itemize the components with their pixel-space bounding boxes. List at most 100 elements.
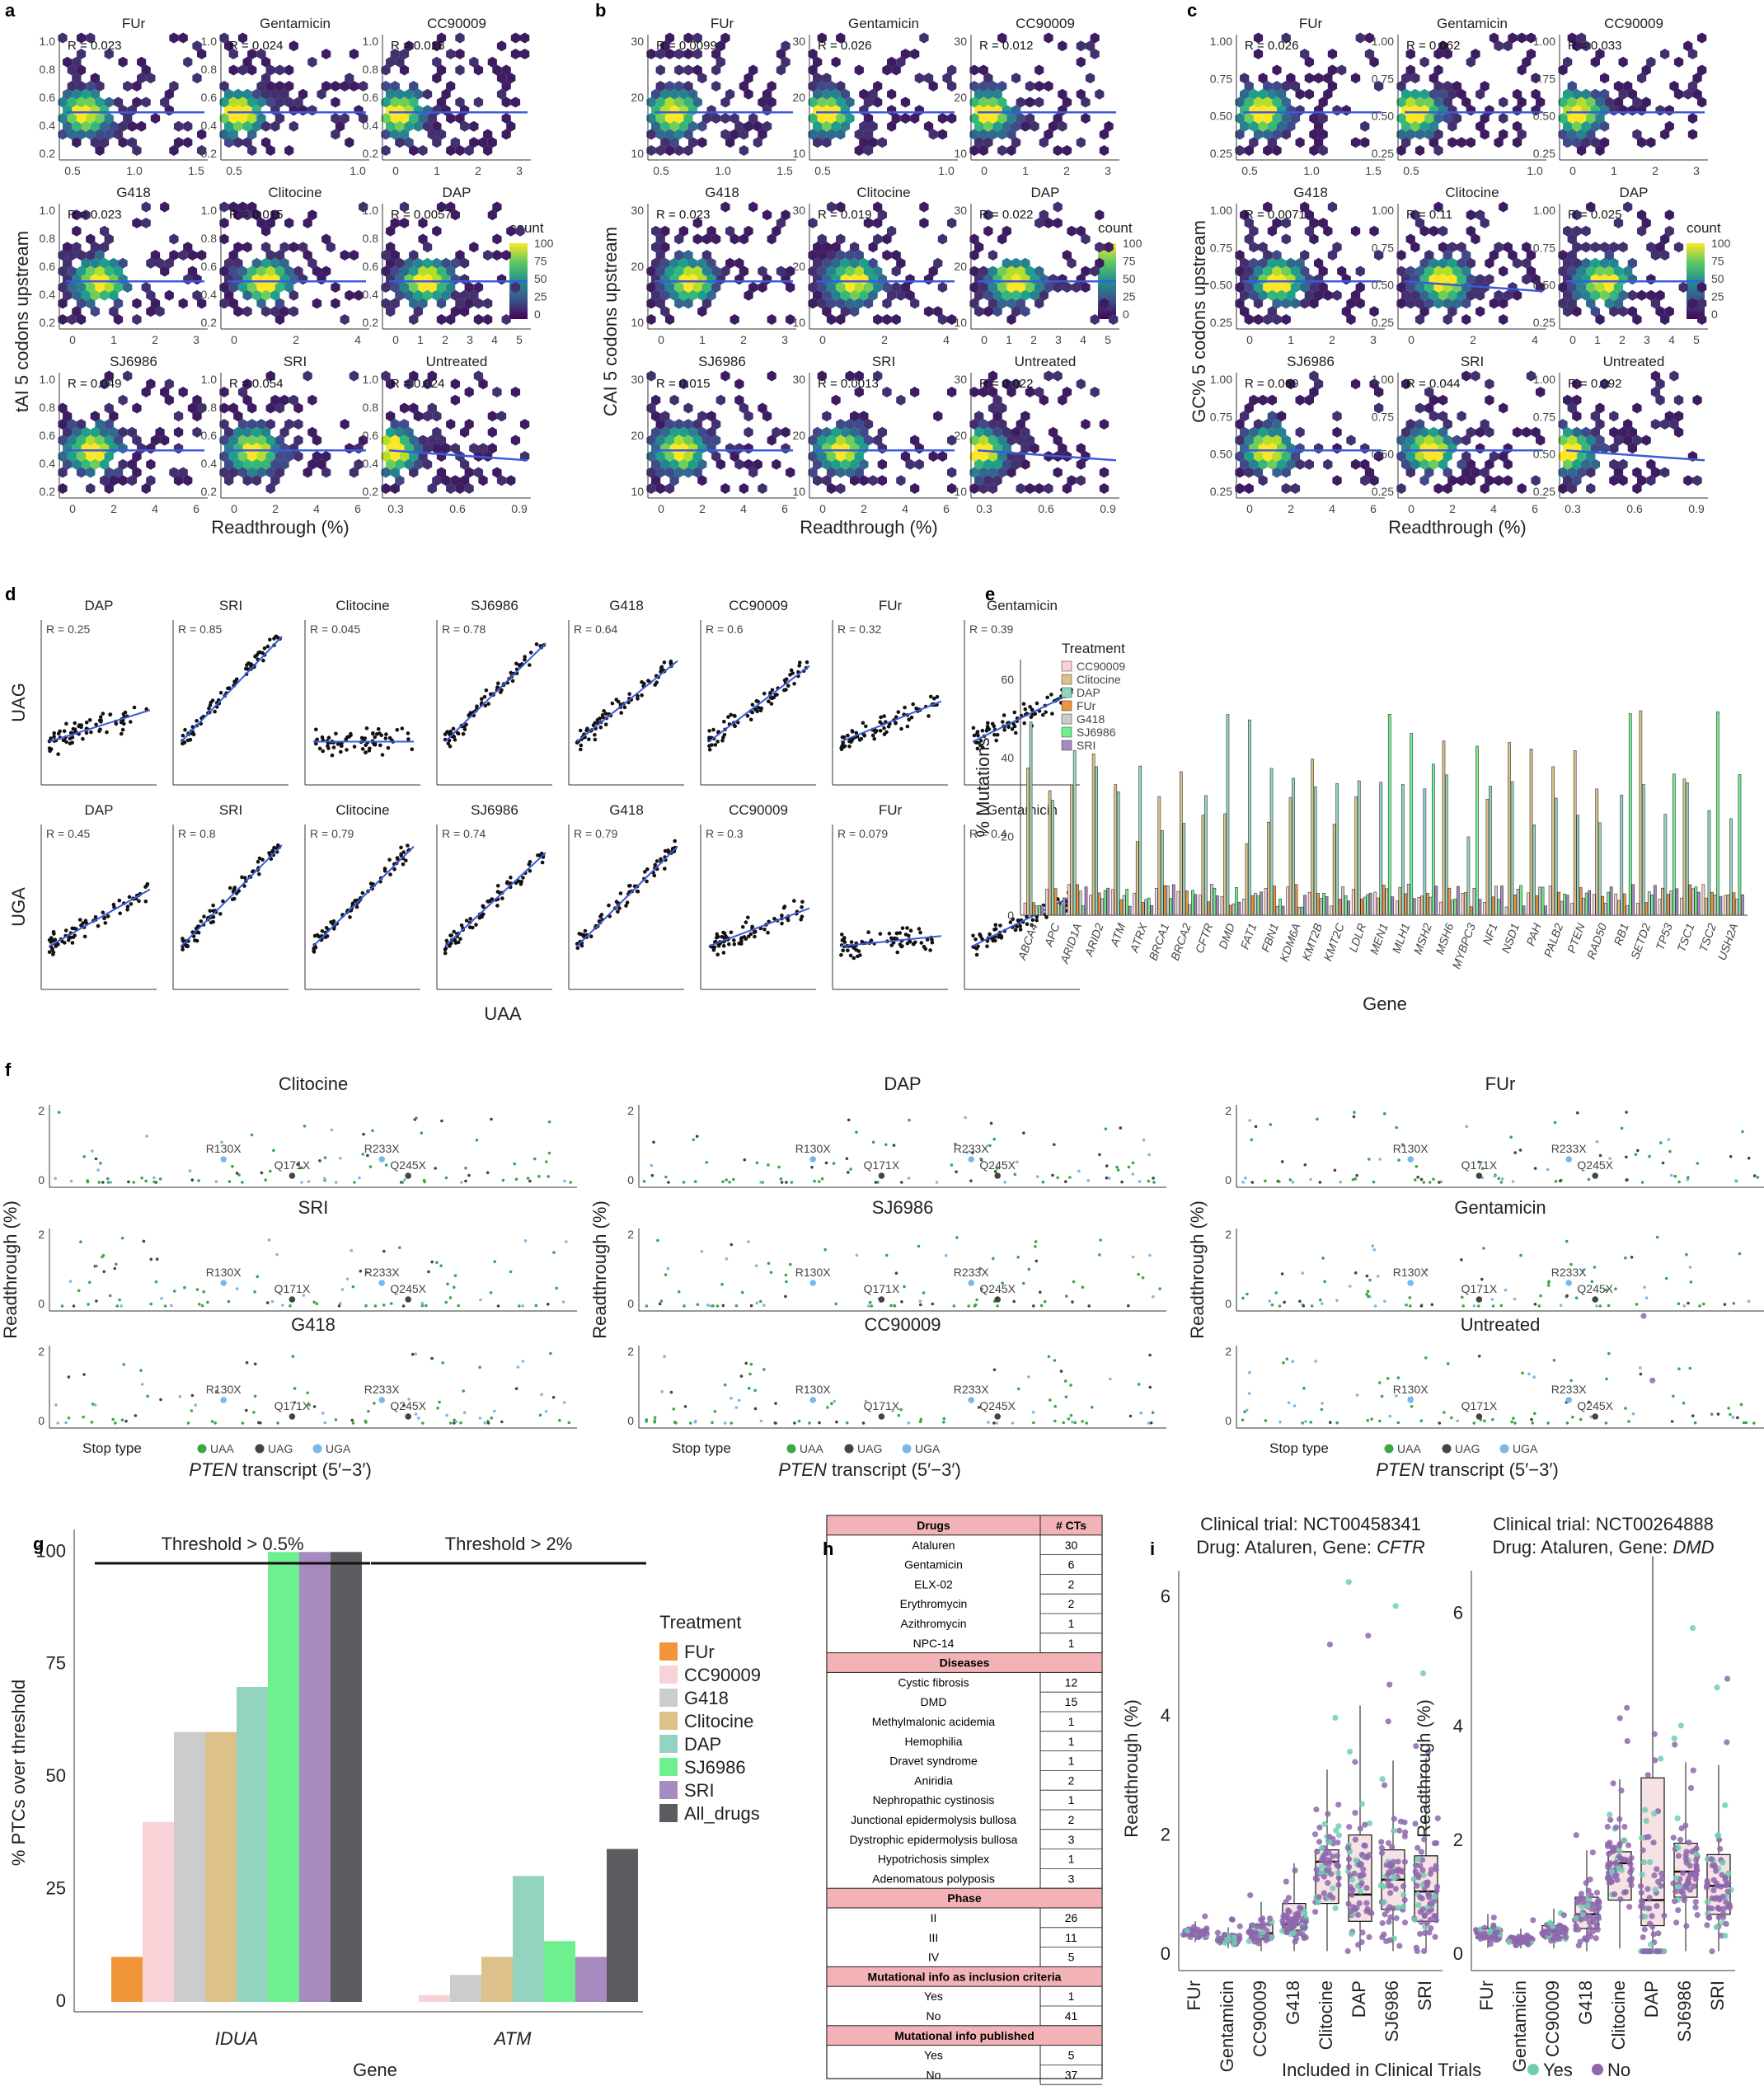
hexbin-cell [104,402,114,414]
stop-codon-point [1397,1158,1400,1162]
stop-codon-point [919,1303,922,1307]
scatter-point [912,942,916,947]
hexbin-cell [678,225,688,237]
stop-codon-point [414,1412,418,1416]
scatter-point [707,747,712,752]
stop-codon-point [1513,1297,1517,1301]
hexbin-cell [919,32,929,44]
scatter-point [935,694,940,699]
hexbin-cell [697,120,707,132]
scatter-point [446,741,451,746]
hexbin-cell [651,120,661,132]
scatter-point [622,705,627,710]
hexbin-cell [1499,113,1508,124]
fit-line [49,888,151,947]
hexbin-cell [1099,145,1110,156]
hexbin-cell [1253,129,1264,140]
correlation-label: R = 0.044 [1406,377,1460,391]
legend-label: SJ6986 [1077,726,1116,739]
hexbin-cell [1369,475,1379,486]
stop-codon-point [1339,1180,1342,1184]
y-tick-label: 0.8 [201,63,218,76]
scatter-point [884,730,889,735]
hexbin-cell [321,233,331,245]
stop-codon-point [1687,1301,1690,1305]
stop-codon-point [989,1121,993,1125]
scatter-point [458,937,462,942]
hexbin-cell [786,467,795,478]
hexbin-cell [1526,265,1536,277]
hexbin-cell [1414,96,1425,108]
y-tick-label: 1.0 [40,204,56,217]
hexbin-cell [850,458,860,470]
y-tick-label: 0 [1225,1297,1232,1310]
scatter-point [528,860,532,864]
hexbin-cell [242,394,252,406]
scatter-point [879,715,883,720]
hexbin-cell [100,475,110,486]
stop-codon-point [1640,1181,1644,1184]
hexbin-cell [1369,378,1379,390]
hexbin-cell [1369,56,1379,68]
hexbin-cell [1067,225,1077,237]
hexbin-cell [270,458,280,470]
hexbin-cell [1337,64,1347,76]
hexbin-cell [1480,467,1490,478]
hexbin-cell [510,435,521,446]
hexbin-cell [404,40,414,52]
hexbin-cell [1318,129,1328,140]
stop-codon-point [401,1181,405,1184]
hexbin-cell [455,145,465,156]
hexbin-cell [1499,314,1508,325]
legend-swatch [1061,700,1072,712]
hexbin-cell [1341,306,1351,317]
hexbin-cell [395,426,405,438]
stop-codon-point [728,1181,731,1184]
hexbin-cell [1590,257,1600,269]
y-tick-label: 0.8 [201,401,218,414]
hexbin-cell [1304,289,1314,301]
bar-abca4 [1034,905,1039,916]
hexbin-cell [228,49,238,59]
bar-kdm6a [1292,778,1295,916]
scatter-point [762,691,767,696]
scatter-point [261,658,265,663]
scatter-point [839,953,843,957]
stop-codon-point [952,1304,956,1308]
hexbin-cell [261,242,271,253]
hexbin-cell [859,458,869,470]
hexbin-cell [1401,137,1411,148]
hexbin-cell [423,120,433,132]
hexbin-cell [1249,394,1259,406]
hexbin-cell [822,458,832,470]
hexbin-cell [1623,265,1633,277]
bar-tsc2 [1710,891,1714,916]
hexbin-cell [720,96,730,108]
stop-codon-point [149,1257,153,1261]
scatter-point [456,940,461,945]
bar-brca2 [1176,890,1180,916]
hexbin-cell [683,435,693,446]
scatter-point [242,884,246,888]
hexbin-cell [1443,419,1452,430]
stop-codon-point [152,1176,156,1180]
hexbin-cell [1369,225,1379,237]
hexbin-cell [969,113,979,124]
hexbin-cell [1267,137,1277,148]
gene-tick-label: FBN1 [1259,922,1281,954]
hexbin-cell [413,257,423,269]
stop-codon-point [486,1171,490,1175]
stop-codon-point [420,1131,424,1135]
x-tick-label: 4 [491,333,498,346]
hexbin-cell [1258,475,1268,486]
stop-codon-point [145,1135,148,1138]
scatter-point [388,872,392,876]
bar-atrx [1150,904,1154,916]
stop-codon-point [490,1417,494,1420]
scatter-point [83,918,88,923]
bar-palb2 [1554,797,1558,916]
ptc-annotation: R130X [206,1266,242,1279]
